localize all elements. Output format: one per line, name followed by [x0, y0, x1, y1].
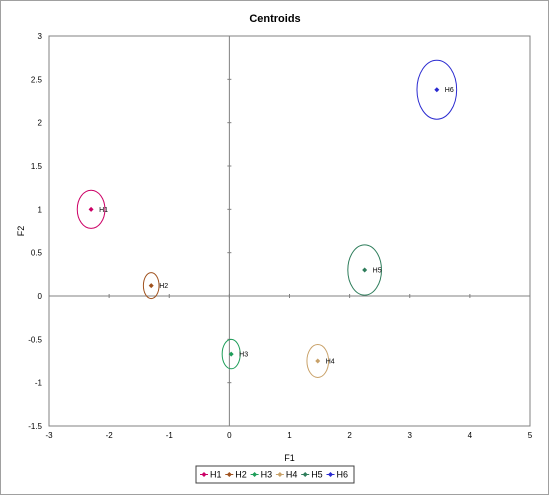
h3-centroid-point: [228, 351, 234, 357]
h6-point-label: H6: [445, 87, 454, 94]
x-tick-label: 5: [528, 431, 533, 440]
h5-legend-label: H5: [311, 470, 323, 480]
h1-legend-label: H1: [210, 470, 222, 480]
y-tick-label: 3: [38, 32, 43, 41]
h2-legend-marker: [226, 472, 232, 477]
h2-point-label: H2: [159, 283, 168, 290]
x-tick-label: -2: [106, 431, 114, 440]
plot-area: [48, 35, 531, 427]
h1-point-label: H1: [99, 207, 108, 214]
y-tick-label: -0.5: [28, 335, 42, 344]
y-axis-title: F2: [16, 226, 26, 237]
x-tick-label: 3: [408, 431, 413, 440]
h4-legend-label: H4: [286, 470, 298, 480]
h4-legend-marker: [277, 472, 283, 477]
x-tick-label: -1: [166, 431, 174, 440]
y-tick-label: -1.5: [28, 422, 42, 431]
h5-point-label: H5: [373, 268, 382, 275]
h6-centroid-point: [434, 87, 440, 93]
h1-legend-marker: [201, 472, 207, 477]
x-tick-label: 2: [347, 431, 352, 440]
h1-confidence-ellipse: [76, 189, 106, 229]
h3-legend-marker: [252, 472, 258, 477]
h4-confidence-ellipse: [306, 344, 330, 378]
h1-centroid-point: [88, 206, 94, 212]
x-tick-label: 1: [287, 431, 292, 440]
y-tick-label: 0.5: [31, 249, 43, 258]
y-tick-label: 1.5: [31, 162, 43, 171]
y-tick-label: 0: [38, 292, 43, 301]
h3-point-label: H3: [239, 352, 248, 359]
chart-title: Centroids: [249, 13, 300, 25]
x-tick-label: 0: [227, 431, 232, 440]
y-tick-label: -1: [35, 379, 43, 388]
h6-legend-marker: [328, 472, 333, 477]
h3-confidence-ellipse: [221, 338, 241, 370]
y-tick-label: 1: [38, 205, 43, 214]
h6-legend-label: H6: [337, 470, 349, 480]
x-tick-label: -3: [45, 431, 53, 440]
h2-confidence-ellipse: [142, 272, 160, 300]
h4-point-label: H4: [326, 359, 335, 366]
h5-confidence-ellipse: [347, 244, 382, 296]
x-tick-label: 4: [468, 431, 473, 440]
y-tick-label: 2: [38, 119, 43, 128]
h2-legend-label: H2: [235, 470, 247, 480]
x-axis-title: F1: [284, 453, 295, 463]
h5-centroid-point: [362, 267, 368, 273]
h6-confidence-ellipse: [416, 59, 458, 120]
h4-centroid-point: [315, 358, 321, 364]
h3-legend-label: H3: [261, 470, 273, 480]
h5-legend-marker: [302, 472, 308, 477]
h2-centroid-point: [148, 283, 154, 289]
y-tick-label: 2.5: [31, 75, 43, 84]
legend-box: [195, 465, 355, 484]
